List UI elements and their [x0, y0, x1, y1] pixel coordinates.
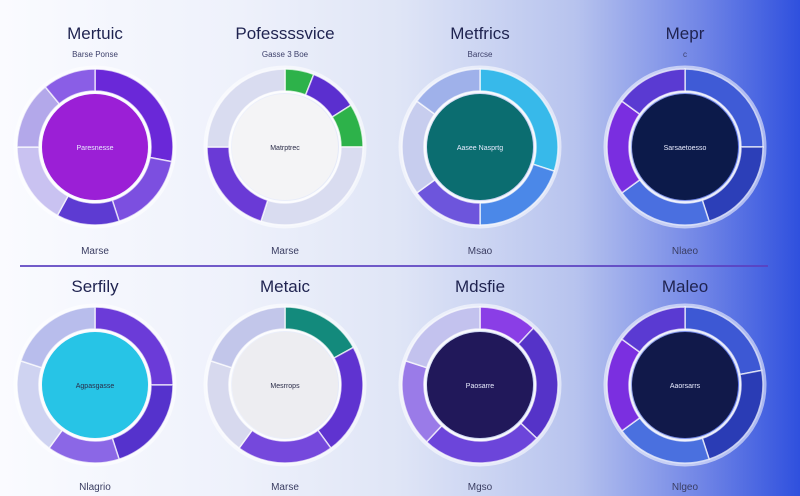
- donut-inner-ring: [629, 91, 741, 203]
- chart-title: Mdsfie: [455, 277, 505, 296]
- bottom-label: Msao: [468, 246, 493, 257]
- donut-chart-4: Mepr c Sarsaetoesso Nlaeo: [603, 24, 767, 257]
- donut-halo: [398, 303, 562, 467]
- donut-center: [427, 332, 533, 438]
- donut-inner-ring: [229, 329, 341, 441]
- donut-inner-ring: [39, 329, 151, 441]
- bottom-label: Marse: [271, 246, 299, 257]
- donut-chart-7: Mdsfie Paosarre Mgso: [398, 277, 562, 493]
- donut-halo: [13, 65, 177, 229]
- donut-center: [232, 94, 338, 200]
- center-label: Mesrrops: [270, 383, 300, 390]
- donut-inner-ring: [39, 91, 151, 203]
- chart-title: Serfily: [71, 277, 119, 296]
- donut-halo: [203, 65, 367, 229]
- bottom-label: Marse: [81, 246, 109, 257]
- center-label: Agpasgasse: [76, 383, 115, 390]
- chart-title: Mepr: [666, 24, 705, 43]
- donut-halo: [398, 65, 562, 229]
- bottom-label: Nlgeo: [672, 482, 699, 493]
- donut-chart-1: Mertuic Barse Ponse Paresnesse Marse: [13, 24, 177, 257]
- chart-title: Metaic: [260, 277, 311, 296]
- donut-center: [632, 332, 738, 438]
- donut-center: [232, 332, 338, 438]
- donut-center: [42, 94, 148, 200]
- donut-center: [42, 332, 148, 438]
- donut-halo: [13, 303, 177, 467]
- donut-halo: [203, 303, 367, 467]
- center-label: Sarsaetoesso: [664, 145, 707, 152]
- donut-halo: [603, 65, 767, 229]
- donut-chart-8: Maleo Aaorsarrs Nlgeo: [603, 277, 767, 493]
- center-label: Matrptrec: [270, 145, 300, 152]
- donut-inner-ring: [424, 329, 536, 441]
- chart-subtitle: c: [683, 50, 687, 59]
- chart-subtitle: Barcse: [468, 50, 493, 59]
- bottom-label: Nlagrio: [79, 482, 111, 493]
- center-label: Paresnesse: [77, 145, 114, 152]
- center-label: Paosarre: [466, 383, 495, 390]
- donut-chart-6: Metaic Mesrrops Marse: [203, 277, 367, 493]
- center-label: Aaorsarrs: [670, 383, 701, 390]
- donut-inner-ring: [229, 91, 341, 203]
- donut-halo: [603, 303, 767, 467]
- center-label: Aasee Nasprtg: [457, 145, 503, 152]
- chart-subtitle: Gasse 3 Boe: [262, 50, 309, 59]
- donut-chart-2: Pofessssvice Gasse 3 Boe Matrptrec Marse: [203, 24, 367, 257]
- chart-title: Metfrics: [450, 24, 510, 43]
- donut-inner-ring: [424, 91, 536, 203]
- bottom-label: Nlaeo: [672, 246, 699, 257]
- chart-title: Pofessssvice: [235, 24, 334, 43]
- chart-subtitle: Barse Ponse: [72, 50, 118, 59]
- chart-title: Mertuic: [67, 24, 123, 43]
- donut-center: [632, 94, 738, 200]
- donut-chart-5: Serfily Agpasgasse Nlagrio: [13, 277, 177, 493]
- donut-center: [427, 94, 533, 200]
- row-divider: [20, 265, 768, 267]
- donut-inner-ring: [629, 329, 741, 441]
- bottom-label: Marse: [271, 482, 299, 493]
- bottom-label: Mgso: [468, 482, 493, 493]
- donut-chart-3: Metfrics Barcse Aasee Nasprtg Msao: [398, 24, 562, 257]
- chart-title: Maleo: [662, 277, 708, 296]
